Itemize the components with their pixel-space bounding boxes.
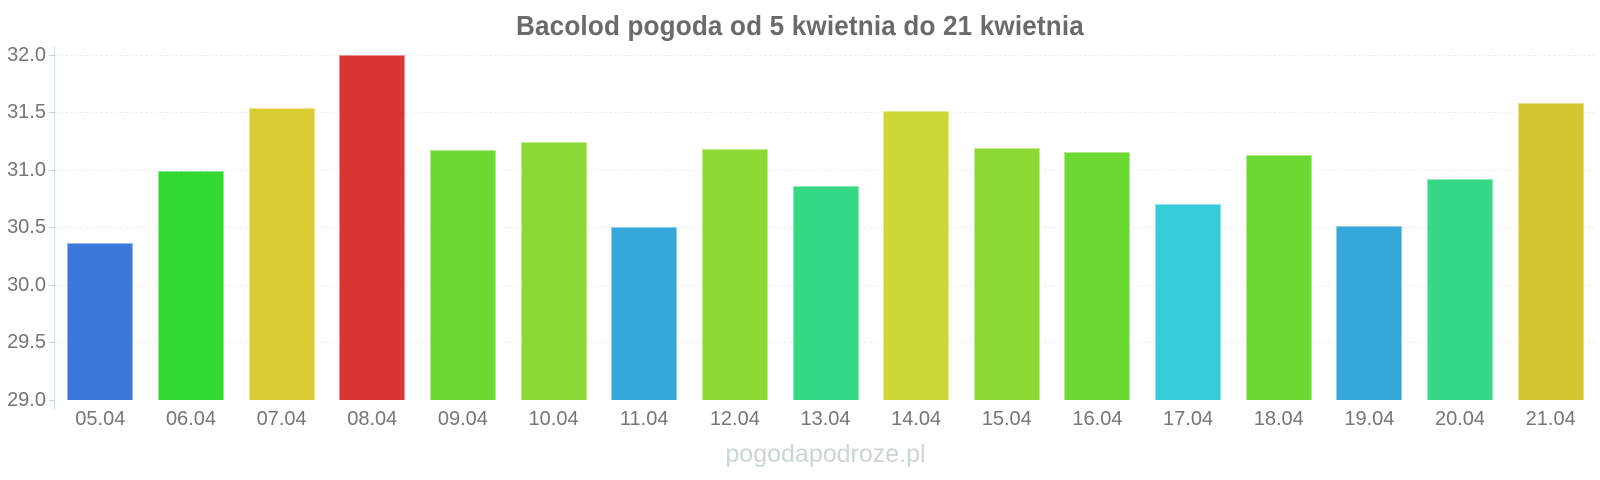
y-tick-label: 31.0 <box>7 158 46 181</box>
y-axis-tick <box>49 54 55 56</box>
bar-16.04[interactable] <box>1064 152 1131 400</box>
bar-10.04[interactable] <box>520 142 587 400</box>
bar-15.04[interactable] <box>973 147 1040 400</box>
gridline <box>55 54 1596 56</box>
y-axis-tick <box>49 227 55 229</box>
y-axis-tick <box>49 342 55 344</box>
gridline <box>55 169 1596 171</box>
y-axis-tick <box>49 169 55 171</box>
x-tick-label: 21.04 <box>1525 408 1576 430</box>
bar-06.04[interactable] <box>157 170 224 400</box>
y-tick-label: 29.5 <box>7 331 46 354</box>
x-tick-label: 14.04 <box>891 408 942 430</box>
x-tick-label: 12.04 <box>709 408 760 430</box>
x-tick-label: 05.04 <box>75 408 126 430</box>
x-tick-label: 11.04 <box>619 408 669 430</box>
y-tick-label: 30.0 <box>7 273 46 296</box>
y-axis-tick <box>49 112 55 114</box>
bar-14.04[interactable] <box>883 111 950 400</box>
x-tick-label: 10.04 <box>528 408 579 430</box>
bar-11.04[interactable] <box>611 227 678 400</box>
bar-21.04[interactable] <box>1517 102 1584 400</box>
bar-18.04[interactable] <box>1245 154 1312 400</box>
x-tick-label: 16.04 <box>1072 408 1123 430</box>
bar-20.04[interactable] <box>1427 178 1494 400</box>
y-tick-label: 31.5 <box>7 101 46 124</box>
x-tick-label: 19.04 <box>1344 408 1395 430</box>
bar-17.04[interactable] <box>1155 204 1222 400</box>
chart-title: Bacolod pogoda od 5 kwietnia do 21 kwiet… <box>516 10 1084 41</box>
x-tick-label: 13.04 <box>800 408 851 430</box>
gridline <box>55 112 1596 114</box>
x-tick-label: 06.04 <box>165 408 216 430</box>
bar-07.04[interactable] <box>248 107 315 400</box>
y-axis-tick <box>49 284 55 286</box>
x-tick-label: 15.04 <box>981 408 1032 430</box>
x-tick-label: 07.04 <box>256 408 307 430</box>
y-axis-tick <box>49 400 55 401</box>
x-tick-label: 18.04 <box>1253 408 1304 430</box>
watermark: pogodapodroze.pl <box>725 440 926 468</box>
bar-13.04[interactable] <box>792 185 859 400</box>
y-tick-label: 29.0 <box>7 389 46 411</box>
bar-09.04[interactable] <box>429 150 496 400</box>
bar-08.04[interactable] <box>339 54 406 400</box>
y-tick-label: 30.5 <box>7 216 46 239</box>
bar-19.04[interactable] <box>1336 226 1403 400</box>
bar-12.04[interactable] <box>701 149 768 400</box>
x-tick-label: 08.04 <box>347 408 398 430</box>
x-tick-label: 09.04 <box>437 408 488 430</box>
bar-05.04[interactable] <box>67 243 134 400</box>
x-tick-label: 17.04 <box>1163 408 1214 430</box>
x-tick-label: 20.04 <box>1434 408 1486 430</box>
y-tick-label: 32.0 <box>7 43 46 66</box>
